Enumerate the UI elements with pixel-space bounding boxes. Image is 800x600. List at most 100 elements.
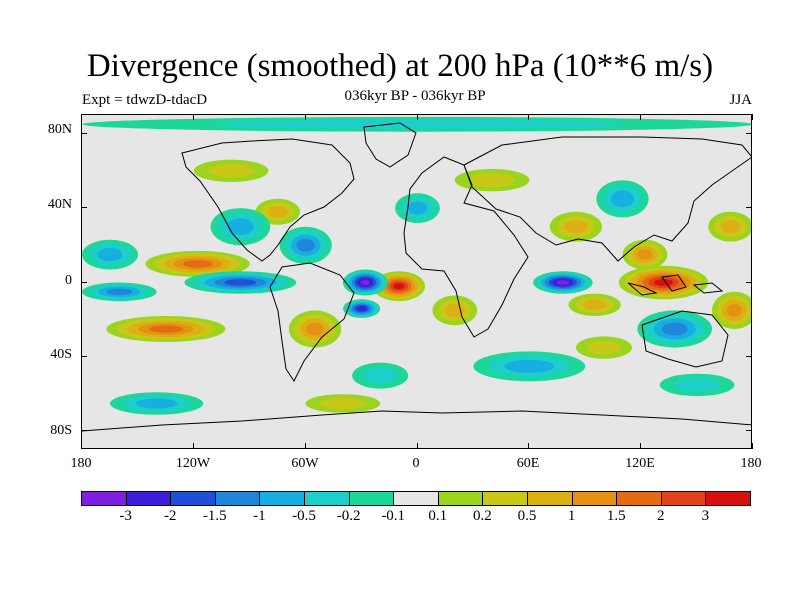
colorbar-swatch (482, 491, 528, 506)
period-label: 036kyr BP - 036kyr BP (344, 88, 486, 104)
lon-tick-top-2 (305, 114, 306, 120)
lat-label-80s: 80S (50, 423, 72, 438)
map-panel (81, 114, 752, 449)
field-contour-9-2 (564, 220, 588, 234)
field-contour-29-6 (654, 279, 673, 286)
colorbar-label: -2 (163, 508, 177, 524)
lon-tick-top-5 (640, 114, 641, 120)
field-contour-31-6 (556, 280, 570, 285)
colorbar-swatch (571, 491, 618, 506)
field-contour-26-4 (224, 279, 257, 286)
lon-tick-bottom-4 (528, 443, 529, 449)
field-contour-1-1 (363, 367, 398, 384)
field-contour-6-1 (320, 397, 366, 410)
lon-label-120w: 120W (175, 456, 211, 471)
divergence-field (82, 116, 751, 432)
field-contour-22-3 (661, 322, 688, 336)
colorbar-swatch (125, 491, 172, 506)
field-contour-3-1 (469, 173, 515, 187)
field-contour-20-3 (726, 303, 743, 317)
lon-tick-bottom-2 (305, 443, 306, 449)
colorbar-swatch (705, 491, 751, 506)
colorbar-swatch (393, 491, 439, 506)
colorbar-swatch (616, 491, 662, 506)
lon-tick-bottom-0 (81, 443, 82, 449)
lat-tick-right-4 (746, 430, 752, 431)
field-contour-24-4 (182, 260, 213, 268)
colorbar-swatch (81, 491, 127, 506)
field-contour-30-6 (360, 279, 370, 286)
colorbar-label: 0.2 (473, 508, 492, 524)
lon-tick-bottom-5 (640, 443, 641, 449)
field-contour-5-1 (586, 340, 622, 355)
lon-tick-bottom-1 (193, 443, 194, 449)
lon-tick-top-1 (193, 114, 194, 120)
field-contour-15-2 (504, 359, 555, 373)
colorbar-label: 3 (701, 508, 710, 524)
colorbar-label: 1 (567, 508, 576, 524)
lat-label-80n: 80N (47, 122, 72, 137)
field-contour-18-3 (637, 249, 653, 260)
lon-tick-top-3 (417, 114, 418, 120)
colorbar-label: -1.5 (202, 508, 227, 524)
colorbar-label: 2 (657, 508, 665, 524)
coastlines (82, 122, 751, 432)
lat-label-0: 0 (65, 273, 72, 288)
colorbar-label: -0.1 (381, 508, 406, 524)
field-contour-25-4 (148, 325, 183, 333)
lon-label-60w: 60W (291, 456, 319, 471)
experiment-label: Expt = tdwzD-tdacD (82, 92, 208, 108)
colorbar-swatch (348, 491, 395, 506)
colorbar-swatch (304, 491, 350, 506)
colorbar-swatch (660, 491, 707, 506)
field-contour-8-2 (583, 299, 607, 310)
colorbar-label: 0.5 (517, 508, 537, 524)
field-contour-13-2 (610, 190, 635, 208)
lon-label-120e: 120E (625, 456, 655, 471)
lon-label-180w: 180 (70, 456, 92, 471)
lat-tick-left-3 (81, 356, 87, 357)
field-contour-27-5 (357, 306, 367, 311)
colorbar-label: -1 (253, 508, 266, 524)
field-contour-11-2 (267, 206, 288, 218)
field-contour-4-1 (208, 163, 254, 178)
lon-label-180e: 180 (740, 456, 762, 471)
plot-title: Divergence (smoothed) at 200 hPa (10**6 … (86, 48, 714, 84)
colorbar-swatch (437, 491, 484, 506)
field-contour-2-1 (674, 378, 720, 392)
colorbar-label: -3 (119, 508, 132, 524)
season-label: JJA (729, 92, 752, 108)
colorbar-label: -0.5 (292, 508, 316, 524)
colorbar-label: 1.5 (606, 508, 626, 524)
lat-tick-left-0 (81, 133, 87, 134)
field-contour-16-2 (135, 398, 178, 409)
lat-tick-right-3 (746, 356, 752, 357)
field-contour-14-2 (227, 218, 254, 235)
field-contour-10-2 (720, 220, 741, 234)
lat-tick-right-0 (746, 133, 752, 134)
field-contour-28-6 (393, 283, 405, 290)
lon-tick-top-4 (528, 114, 529, 120)
field-contour-17-2 (97, 248, 123, 262)
lat-tick-left-4 (81, 430, 87, 431)
colorbar-swatch (259, 491, 305, 506)
lon-tick-top-6 (752, 114, 753, 120)
lat-tick-right-2 (746, 282, 752, 283)
lat-label-40n: 40N (47, 197, 72, 212)
field-contour-12-2 (407, 201, 428, 215)
field-contour-0-1 (211, 119, 624, 129)
colorbar-swatch (170, 491, 216, 506)
lon-label-60e: 60E (516, 456, 540, 471)
colorbar-swatch (527, 491, 573, 506)
lon-tick-bottom-6 (752, 443, 753, 449)
lon-tick-bottom-3 (417, 443, 418, 449)
field-contour-21-3 (106, 288, 133, 295)
colorbar-label: 0.1 (428, 508, 448, 524)
colorbar-label: -0.2 (336, 508, 361, 524)
lat-tick-right-1 (746, 207, 752, 208)
field-contour-19-3 (305, 322, 325, 336)
colorbar-swatch (214, 491, 261, 506)
lon-label-0: 0 (412, 456, 420, 471)
lat-label-40s: 40S (50, 347, 72, 362)
lon-tick-top-0 (81, 114, 82, 120)
